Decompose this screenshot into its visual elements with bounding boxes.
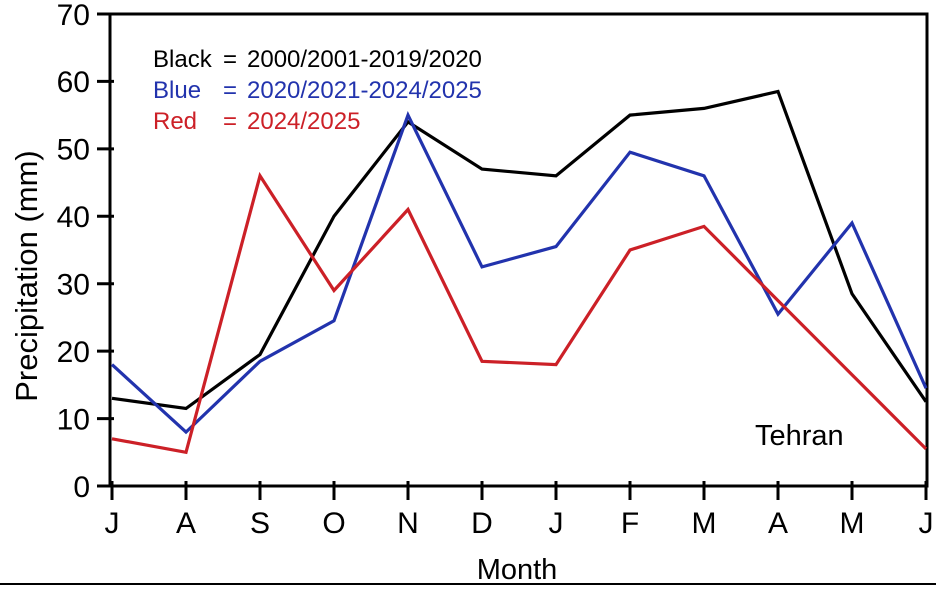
- legend-eq-blue: =: [222, 77, 237, 104]
- y-tick-label: 20: [57, 336, 90, 369]
- y-tick-label: 60: [57, 66, 90, 99]
- x-tick-label: O: [322, 507, 345, 540]
- series-line-0: [111, 89, 928, 411]
- x-tick-label: F: [621, 507, 639, 540]
- series-line-2: [111, 171, 928, 455]
- y-tick-label: 70: [57, 0, 90, 32]
- legend-eq-black: =: [222, 46, 237, 73]
- bottom-divider: [0, 583, 936, 585]
- y-axis-title: Precipitation (mm): [9, 150, 44, 402]
- x-axis-title: Month: [476, 554, 558, 586]
- city-annotation: Tehran: [755, 420, 844, 452]
- series-line-1: [110, 110, 928, 435]
- x-tick-label: J: [549, 507, 564, 540]
- x-tick-label: M: [840, 507, 865, 540]
- x-tick-label: D: [471, 507, 493, 540]
- y-tick-label: 40: [57, 201, 90, 234]
- legend-value-red: 2024/2025: [247, 108, 361, 135]
- y-tick-label: 50: [57, 134, 90, 167]
- x-tick-label: J: [105, 507, 120, 540]
- x-tick-label: J: [919, 507, 934, 540]
- legend-value-blue: 2020/2021-2024/2025: [247, 77, 482, 104]
- legend-eq-red: =: [222, 108, 237, 135]
- x-tick-label: M: [692, 507, 717, 540]
- x-tick-label: S: [250, 507, 270, 540]
- plot-frame: [108, 12, 929, 488]
- legend-name-red: Red: [153, 108, 198, 135]
- legend-name-blue: Blue: [153, 77, 202, 104]
- legend-value-black: 2000/2001-2019/2020: [247, 46, 482, 73]
- y-tick-label: 0: [73, 471, 90, 504]
- y-tick-label: 30: [57, 269, 90, 302]
- legend-name-black: Black: [153, 46, 212, 73]
- x-tick-label: A: [768, 507, 788, 540]
- x-tick-label: A: [176, 507, 196, 540]
- chart-legend: Black = 2000/2001-2019/2020 Blue = 2020/…: [153, 46, 482, 135]
- x-tick-label: N: [397, 507, 419, 540]
- y-tick-label: 10: [57, 403, 90, 436]
